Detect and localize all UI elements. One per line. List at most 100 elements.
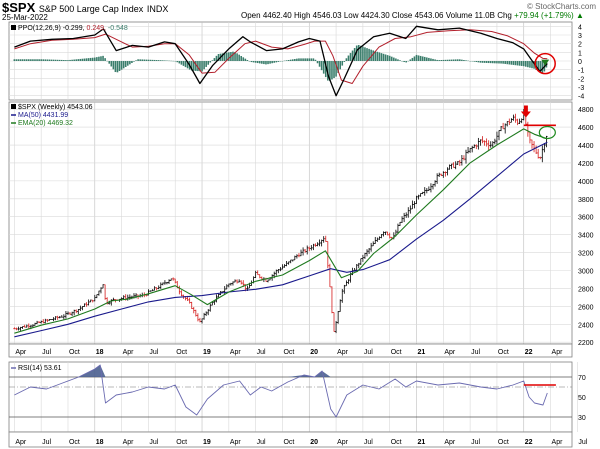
ppo-histogram-bar — [518, 61, 521, 66]
ppo-legend-name: PPO(12,26,9) — [18, 25, 63, 32]
x-tick-label: Apr — [15, 349, 27, 356]
ppo-histogram-bar — [69, 59, 71, 61]
ppo-histogram-bar — [306, 58, 309, 61]
rsi-x-tick-label: Apr — [15, 439, 27, 446]
x-tick-label: 21 — [418, 349, 426, 356]
ppo-y-tick-label: 1 — [578, 50, 582, 57]
x-tick-label: 18 — [96, 349, 104, 356]
ppo-histogram-bar — [147, 59, 150, 61]
ppo-histogram-bar — [118, 61, 121, 71]
ppo-y-tick-label: 4 — [578, 24, 582, 31]
symbol-label: $SPX — [2, 0, 36, 15]
index-name: S&P 500 Large Cap Index — [38, 4, 144, 14]
ppo-histogram-bar — [294, 59, 296, 61]
close-label: Close — [391, 11, 413, 20]
chg-label: Chg — [497, 11, 512, 20]
ppo-histogram-bar — [479, 61, 482, 63]
ppo-histogram-bar — [529, 61, 531, 68]
ppo-histogram-bar — [91, 57, 94, 61]
ppo-histogram-bar — [446, 59, 449, 61]
x-tick-label: Jul — [257, 349, 266, 356]
ppo-histogram-bar — [430, 58, 432, 61]
ppo-histogram-bar — [21, 59, 24, 61]
ppo-y-tick-label: -1 — [578, 68, 584, 75]
ppo-histogram-bar — [87, 58, 90, 61]
low-value: 4424.30 — [360, 11, 390, 20]
price-panel: 4800 4600 4400 4200 4000 3800 3600 3400 3200 3000… — [8, 101, 594, 358]
ppo-histogram-bar — [442, 59, 445, 61]
ppo-histogram-bar — [126, 61, 129, 66]
price-legend-label: $SPX (Weekly) 4543.06 — [18, 104, 93, 111]
ppo-histogram-bar — [432, 58, 434, 61]
ppo-histogram-bar — [186, 61, 189, 69]
ppo-legend-signal: 0.249, — [87, 25, 108, 32]
ppo-histogram-bar — [42, 59, 45, 61]
ppo-histogram-bar — [217, 54, 220, 61]
price-y-tick-label: 4800 — [578, 107, 594, 114]
price-y-tick-label: 3200 — [578, 251, 594, 258]
x-tick-label: Oct — [69, 349, 80, 356]
ppo-histogram-bar — [34, 59, 36, 61]
price-y-tick-label: 4400 — [578, 143, 594, 150]
ppo-histogram-bar — [190, 61, 193, 71]
ppo-histogram-bar — [261, 61, 263, 64]
ppo-histogram-bar — [159, 60, 162, 61]
ppo-histogram-bar — [525, 61, 527, 67]
ppo-histogram-bar — [236, 53, 238, 61]
price-y-tick-label: 4200 — [578, 161, 594, 168]
rsi-legend-label: RSI(14) 53.61 — [18, 365, 62, 372]
ppo-histogram-bar — [364, 47, 366, 61]
price-y-tick-label: 2200 — [578, 340, 594, 347]
ppo-histogram-bar — [131, 61, 133, 63]
ppo-histogram-bar — [157, 60, 160, 61]
ppo-histogram-bar — [46, 59, 49, 61]
ppo-histogram-bar — [252, 61, 255, 63]
ppo-histogram-bar — [395, 58, 397, 61]
x-tick-label: 19 — [203, 349, 211, 356]
ppo-histogram-bar — [329, 61, 331, 81]
rsi-x-tick-label: Oct — [176, 439, 187, 446]
ppo-histogram-bar — [96, 57, 98, 61]
price-y-tick-label: 3600 — [578, 215, 594, 222]
ppo-histogram-bar — [440, 60, 443, 61]
ppo-histogram-bar — [256, 61, 259, 64]
ppo-histogram-bar — [100, 56, 102, 61]
ppo-histogram-bar — [244, 58, 247, 61]
ppo-histogram-bar — [223, 53, 226, 61]
ma50-legend-label: MA(50) 4431.99 — [18, 112, 68, 119]
ppo-histogram-bar — [19, 59, 22, 61]
ppo-histogram-bar — [110, 61, 113, 67]
chg-value: +79.94 (+1.79%) — [514, 11, 574, 20]
ppo-histogram-bar — [450, 59, 453, 61]
ppo-histogram-bar — [498, 61, 500, 64]
ppo-histogram-bar — [215, 55, 218, 61]
ppo-histogram-bar — [48, 59, 51, 61]
rsi-x-tick-label: Apr — [444, 439, 456, 446]
ppo-histogram-bar — [213, 58, 216, 61]
ppo-histogram-bar — [139, 59, 141, 61]
rsi-x-tick-label: Jul — [42, 439, 51, 446]
ppo-histogram-bar — [514, 61, 517, 66]
x-tick-label: Apr — [230, 349, 242, 356]
ppo-histogram-bar — [415, 54, 418, 61]
ppo-histogram-bar — [419, 55, 422, 61]
ppo-histogram-bar — [129, 61, 131, 65]
rsi-panel: 70 50 30 RSI(14) 53.61 Apr Jul Oct 18 Apr Jul Oct 1… — [8, 361, 588, 448]
ppo-histogram-bar — [314, 59, 317, 61]
ppo-histogram-bar — [403, 61, 405, 63]
price-y-tick-label: 2400 — [578, 322, 594, 329]
ppo-histogram-bar — [426, 57, 428, 61]
ppo-panel: 4 3 21 0 -1-2 -3 -4 PPO(12,26,9) -0.299, 0.249,… — [8, 21, 584, 101]
x-axis-strip — [8, 343, 573, 358]
x-tick-label: Oct — [283, 349, 294, 356]
ppo-histogram-bar — [228, 52, 230, 61]
ppo-histogram-bar — [296, 58, 298, 61]
ppo-histogram-bar — [333, 61, 335, 79]
ppo-histogram-bar — [399, 60, 401, 61]
volume-value: 11.0B — [474, 11, 495, 20]
rsi-y-tick-label: 50 — [578, 395, 586, 402]
ppo-histogram-bar — [275, 61, 278, 63]
rsi-x-tick-label: 20 — [310, 439, 318, 446]
rsi-x-tick-label: Oct — [283, 439, 294, 446]
